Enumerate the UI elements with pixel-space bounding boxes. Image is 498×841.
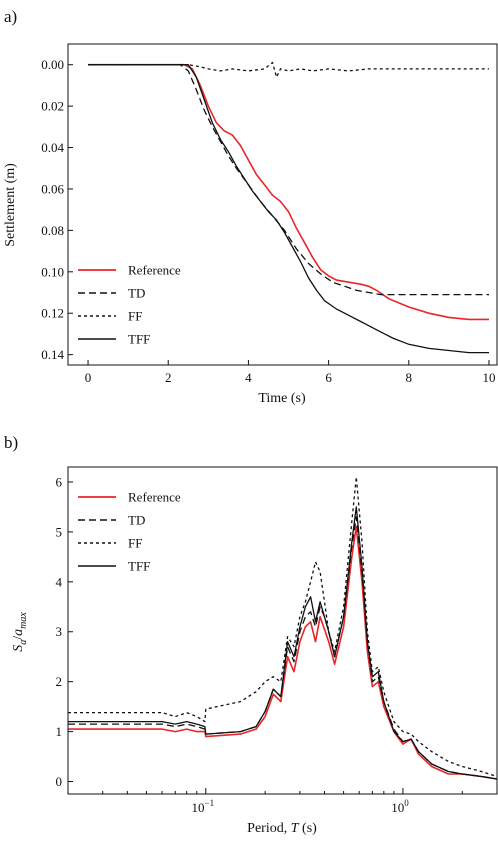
panel-a-label: a) bbox=[4, 7, 17, 26]
panel-b-ylabel-var2: a bbox=[11, 629, 26, 636]
panel-b-series-ff-line bbox=[68, 476, 498, 778]
panel-b-y-tick-label: 4 bbox=[56, 574, 63, 589]
panel-b-y-tick-label: 3 bbox=[56, 624, 63, 639]
panel-b-xlabel-suffix: (s) bbox=[299, 821, 318, 836]
panel-b-x-ticks: 10−1 100 bbox=[102, 788, 498, 815]
panel-b-label: b) bbox=[4, 433, 18, 452]
panel-b-series-tff-line bbox=[68, 506, 498, 780]
panel-b-xlabel-var: T bbox=[291, 821, 300, 836]
panel-a-y-tick-label: 0.00 bbox=[41, 57, 64, 72]
panel-a-y-tick-label: 0.10 bbox=[41, 264, 64, 279]
panel-a-y-tick-label: 0.12 bbox=[41, 306, 64, 321]
panel-a-x-tick-label: 2 bbox=[165, 370, 172, 385]
panel-a-y-tick-label: 0.06 bbox=[41, 181, 64, 196]
panel-a-legend-label-td: TD bbox=[128, 286, 145, 301]
panel-a-y-tick-label: 0.14 bbox=[41, 347, 64, 362]
panel-a-series-reference-line bbox=[88, 63, 489, 321]
panel-a-x-tick-label: 0 bbox=[85, 370, 92, 385]
panel-b-y-tick-label: 5 bbox=[56, 524, 63, 539]
panel-b-y-tick-label: 6 bbox=[56, 474, 63, 489]
panel-a-x-tick-label: 4 bbox=[245, 370, 252, 385]
panel-b-frame bbox=[67, 466, 498, 795]
panel-b-legend-label-ff: FF bbox=[128, 536, 142, 551]
panel-b-y-ticks: 0 1 2 3 4 5 6 bbox=[56, 474, 73, 789]
panel-a-x-ticks: 0 2 4 6 8 10 bbox=[85, 360, 495, 385]
panel-a-y-tick-label: 0.02 bbox=[41, 99, 64, 114]
panel-b-y-tick-label: 1 bbox=[56, 724, 63, 739]
panel-b-legend-label-tff: TFF bbox=[128, 559, 150, 574]
panel-a-ylabel: Settlement (m) bbox=[3, 163, 18, 247]
panel-b-legend-label-reference: Reference bbox=[128, 490, 181, 505]
panel-a-series-td-line bbox=[88, 64, 489, 296]
panel-a-legend-label-reference: Reference bbox=[128, 263, 181, 278]
panel-a-x-tick-label: 10 bbox=[482, 370, 495, 385]
panel-b-ylabel-slash: / bbox=[11, 636, 26, 640]
panel-b-ylabel-sub: a bbox=[18, 640, 29, 645]
panel-a-series-tff-line bbox=[88, 64, 489, 354]
panel-a-frame bbox=[67, 43, 498, 366]
panel-b-series bbox=[68, 476, 498, 780]
panel-a-xlabel: Time (s) bbox=[258, 391, 306, 406]
panel-b-legend-label-td: TD bbox=[128, 513, 145, 528]
panel-a-legend-label-tff: TFF bbox=[128, 332, 150, 347]
panel-b-y-tick-label: 2 bbox=[56, 674, 63, 689]
panel-a-legend-label-ff: FF bbox=[128, 309, 142, 324]
panel-b-ylabel-sub2: max bbox=[18, 612, 29, 629]
panel-b-xlabel-prefix: Period, bbox=[247, 821, 291, 836]
panel-b-series-td-line bbox=[68, 516, 498, 780]
panel-a-y-tick-label: 0.04 bbox=[41, 140, 64, 155]
panel-a-legend: Reference TD FF TFF bbox=[78, 263, 181, 347]
panel-b-ylabel: Sa/amax bbox=[11, 612, 29, 652]
panel-b-xlabel: Period, T (s) bbox=[247, 821, 317, 836]
panel-a-series bbox=[88, 61, 489, 354]
panel-a-y-tick-label: 0.08 bbox=[41, 223, 64, 238]
panel-b-legend: Reference TD FF TFF bbox=[78, 490, 181, 574]
panel-b-y-tick-label: 0 bbox=[56, 774, 63, 789]
panel-b-x-tick-label: 100 bbox=[391, 798, 409, 815]
panel-a-y-ticks: 0.00 0.02 0.04 0.06 0.08 0.10 0.12 0.14 bbox=[41, 57, 73, 362]
panel-a: a) 0 2 4 6 8 10 0.000.020.040.060.080.100.120… bbox=[3, 7, 498, 406]
panel-b-x-tick-label: 10−1 bbox=[192, 798, 215, 815]
panel-a-series-ff-line bbox=[88, 61, 489, 79]
panel-b-ylabel-var: S bbox=[11, 645, 26, 652]
panel-a-x-tick-label: 6 bbox=[325, 370, 332, 385]
panel-a-x-tick-label: 8 bbox=[406, 370, 413, 385]
